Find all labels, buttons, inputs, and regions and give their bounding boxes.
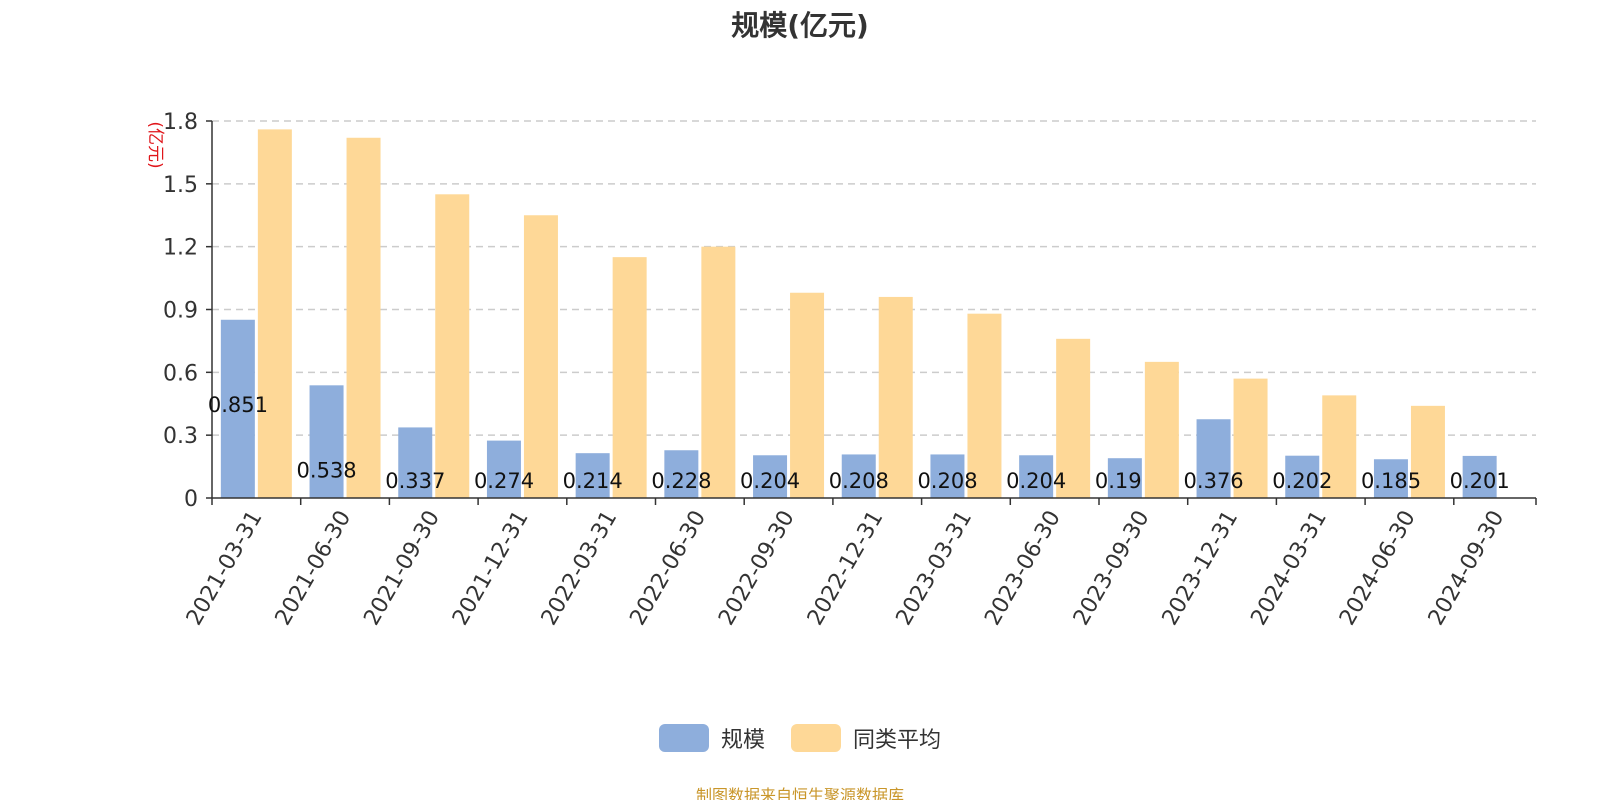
data-label-scale: 0.538 xyxy=(297,458,357,482)
bar-scale xyxy=(841,454,876,498)
x-tick-label: 2022-06-30 xyxy=(625,507,711,630)
bar-scale xyxy=(1462,455,1497,498)
bar-average xyxy=(346,137,381,498)
bar-average xyxy=(523,215,558,498)
data-label-scale: 0.204 xyxy=(1006,469,1066,493)
legend-swatch-average xyxy=(791,724,841,752)
bar-average xyxy=(1322,395,1357,498)
data-label-scale: 0.851 xyxy=(208,393,268,417)
y-tick-label: 0.9 xyxy=(163,299,198,324)
legend: 规模 同类平均 xyxy=(0,722,1600,754)
data-label-scale: 0.214 xyxy=(563,469,623,493)
y-tick-label: 0.3 xyxy=(163,424,198,449)
x-tick-label: 2021-12-31 xyxy=(448,507,534,630)
bar-scale xyxy=(753,455,788,498)
bar-average xyxy=(435,194,470,499)
x-tick-label: 2021-03-31 xyxy=(182,507,268,630)
chart-title: 规模(亿元) xyxy=(731,9,869,42)
bar-scale xyxy=(664,450,699,498)
x-tick-label: 2022-12-31 xyxy=(803,507,889,630)
y-tick-label: 1.5 xyxy=(163,173,198,198)
bar-scale xyxy=(486,440,521,498)
legend-item-scale[interactable]: 规模 xyxy=(658,722,765,754)
data-label-scale: 0.185 xyxy=(1361,469,1421,493)
bar-scale xyxy=(1285,455,1320,498)
bar-average xyxy=(967,313,1002,498)
y-tick-label: 0.6 xyxy=(163,361,198,386)
bar-average xyxy=(1056,338,1091,498)
bar-scale xyxy=(309,385,344,498)
data-label-scale: 0.19 xyxy=(1095,469,1142,493)
data-label-scale: 0.228 xyxy=(651,469,711,493)
data-label-scale: 0.337 xyxy=(385,469,445,493)
legend-swatch-scale xyxy=(658,724,709,752)
bar-scale xyxy=(1373,459,1408,498)
bar-scale xyxy=(1196,419,1231,498)
bar-average xyxy=(612,257,647,498)
data-label-scale: 0.208 xyxy=(829,469,889,493)
legend-item-average[interactable]: 同类平均 xyxy=(791,722,941,754)
data-label-scale: 0.274 xyxy=(474,469,534,493)
grid-lines xyxy=(212,120,1536,436)
legend-label-average: 同类平均 xyxy=(853,728,942,753)
data-label-scale: 0.208 xyxy=(917,469,977,493)
legend-label-scale: 规模 xyxy=(720,728,765,753)
x-tick-label: 2023-06-30 xyxy=(980,507,1066,630)
x-tick-label: 2021-06-30 xyxy=(271,507,357,630)
data-label-scale: 0.376 xyxy=(1184,469,1244,493)
bar-average xyxy=(701,246,736,498)
bar-scale xyxy=(220,319,255,498)
data-labels: 0.851 0.538 0.337 0.274 0.214 0.228 0.204 0.208… xyxy=(208,393,1510,493)
x-tick-label: 2024-03-31 xyxy=(1246,507,1332,630)
y-axis-unit-label: (亿元) xyxy=(145,121,165,168)
x-tick-label: 2023-12-31 xyxy=(1158,507,1244,630)
bar-average xyxy=(257,129,292,498)
bars xyxy=(220,129,1497,499)
bar-average xyxy=(790,292,825,498)
bar-scale xyxy=(398,427,433,498)
bar-average xyxy=(1410,405,1445,498)
x-tick-label: 2024-06-30 xyxy=(1335,507,1421,630)
data-label-scale: 0.204 xyxy=(740,469,800,493)
bar-scale xyxy=(1107,458,1142,498)
source-note: 制图数据来自恒生聚源数据库 xyxy=(695,786,904,800)
x-tick-label: 2024-09-30 xyxy=(1424,507,1510,630)
bar-scale xyxy=(930,454,965,498)
bar-scale xyxy=(1019,455,1054,498)
bar-average xyxy=(1144,361,1179,498)
y-tick-label: 1.2 xyxy=(163,236,198,261)
data-label-scale: 0.202 xyxy=(1272,469,1332,493)
bar-average xyxy=(1233,378,1268,498)
y-tick-label: 1.8 xyxy=(163,110,198,135)
x-tick-label: 2022-03-31 xyxy=(537,507,623,630)
x-tick-label: 2021-09-30 xyxy=(359,507,445,630)
x-tick-label: 2023-09-30 xyxy=(1069,507,1155,630)
x-tick-label: 2023-03-31 xyxy=(892,506,978,629)
data-label-scale: 0.201 xyxy=(1450,469,1510,493)
y-tick-label: 0 xyxy=(184,487,198,512)
x-tick-label: 2022-09-30 xyxy=(714,507,800,630)
bar-scale xyxy=(575,453,610,498)
bar-average xyxy=(878,296,913,498)
